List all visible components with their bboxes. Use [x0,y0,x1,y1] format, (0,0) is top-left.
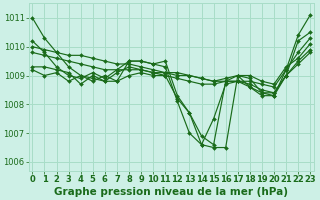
X-axis label: Graphe pression niveau de la mer (hPa): Graphe pression niveau de la mer (hPa) [54,187,288,197]
